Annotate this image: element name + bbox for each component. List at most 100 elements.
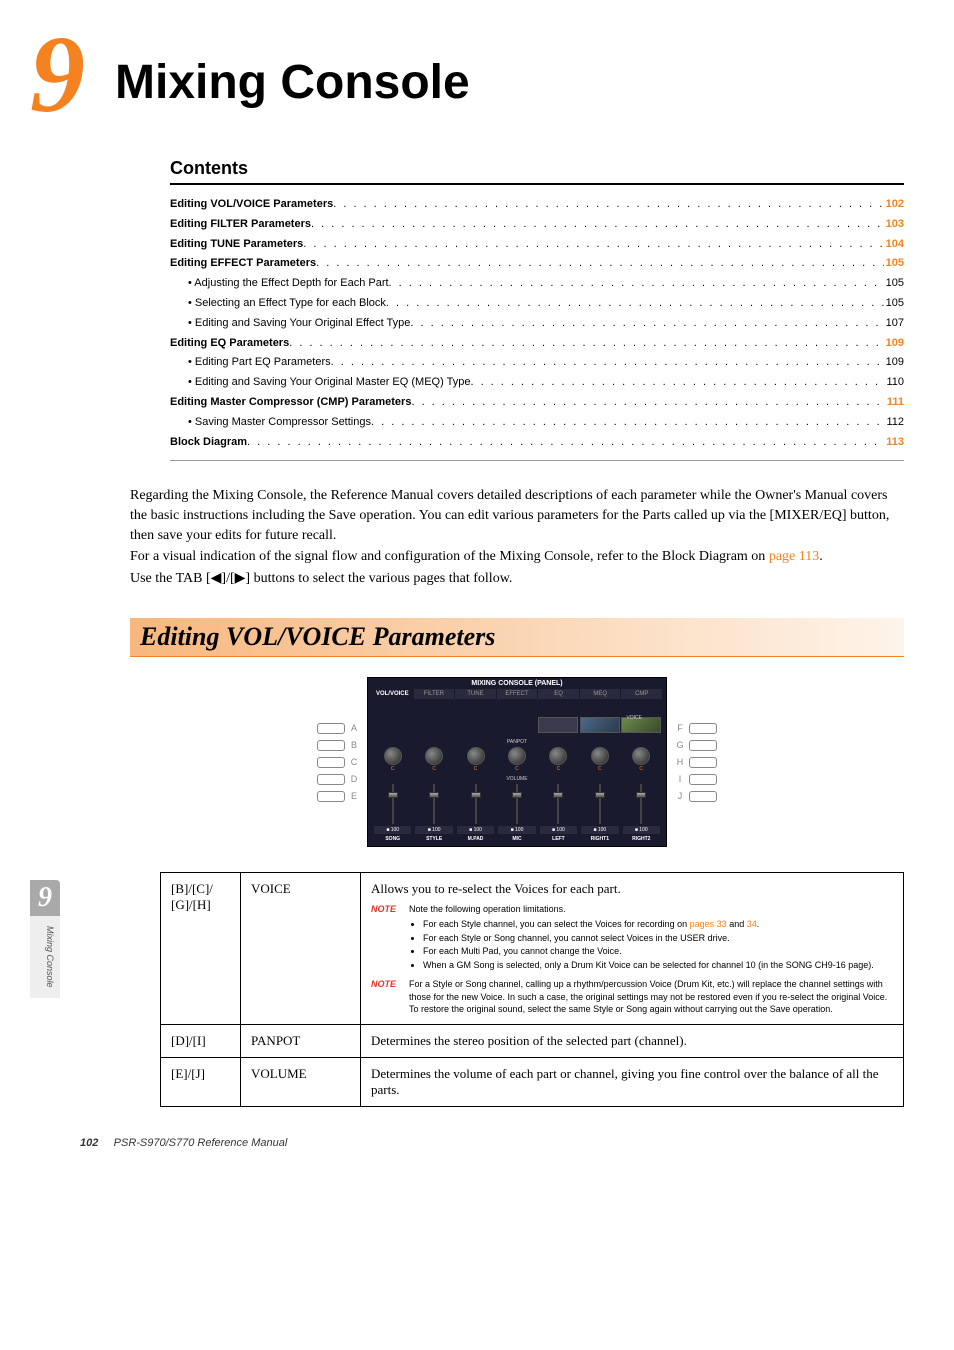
panel-button-label: C — [349, 757, 359, 767]
panel-button[interactable] — [317, 791, 345, 802]
left-button-column: ABCDE — [317, 723, 359, 802]
toc-item[interactable]: Editing EQ Parameters109 — [170, 334, 904, 354]
panel-button-row: C — [317, 757, 359, 768]
screen-figure: ABCDE MIXING CONSOLE (PANEL) VOL/VOICEFI… — [130, 677, 904, 847]
note-block: NOTEFor a Style or Song channel, calling… — [371, 978, 893, 1016]
panel-button[interactable] — [689, 774, 717, 785]
panel-button-row: H — [675, 757, 717, 768]
panpot-knob[interactable] — [467, 747, 485, 765]
side-tab-number: 9 — [30, 880, 60, 916]
screen-tab[interactable]: EFFECT — [497, 689, 538, 699]
screen-tab[interactable]: CMP — [621, 689, 662, 699]
volume-fader[interactable] — [591, 784, 609, 824]
panel-button[interactable] — [317, 740, 345, 751]
intro-text: Regarding the Mixing Console, the Refere… — [130, 486, 904, 588]
panel-button-row: B — [317, 740, 359, 751]
screen-tab[interactable]: VOL/VOICE — [372, 689, 413, 699]
screen-tab[interactable]: TUNE — [455, 689, 496, 699]
screen-title: MIXING CONSOLE (PANEL) — [368, 678, 666, 689]
toc-item[interactable]: Editing VOL/VOICE Parameters102 — [170, 195, 904, 215]
panel-button-label: D — [349, 774, 359, 784]
volume-fader[interactable] — [384, 784, 402, 824]
panel-button[interactable] — [689, 791, 717, 802]
toc-item[interactable]: Editing TUNE Parameters104 — [170, 235, 904, 255]
channel-label: MIC — [496, 836, 537, 842]
panel-button[interactable] — [317, 757, 345, 768]
toc-item[interactable]: • Editing Part EQ Parameters109 — [170, 353, 904, 373]
parameter-table: [B]/[C]/ [G]/[H]VOICEAllows you to re-se… — [160, 872, 904, 1107]
screen-tab[interactable]: EQ — [538, 689, 579, 699]
toc-item[interactable]: Block Diagram113 — [170, 433, 904, 453]
panpot-knob-wrap: C — [508, 747, 526, 772]
screen-tab[interactable]: MEQ — [580, 689, 621, 699]
side-tab-text: Mixing Console — [30, 916, 60, 998]
voice-cell[interactable] — [580, 717, 620, 733]
toc-item[interactable]: • Editing and Saving Your Original Maste… — [170, 373, 904, 393]
button-cell: [E]/[J] — [161, 1058, 241, 1107]
fader-value-row: ■ 100■ 100■ 100■ 100■ 100■ 100■ 100 — [372, 826, 662, 834]
panpot-knob-wrap: C — [467, 747, 485, 772]
lcd-screen: MIXING CONSOLE (PANEL) VOL/VOICEFILTERTU… — [367, 677, 667, 847]
panel-button[interactable] — [689, 740, 717, 751]
panpot-knob[interactable] — [384, 747, 402, 765]
fader-value: ■ 100 — [540, 826, 577, 834]
toc-item[interactable]: Editing EFFECT Parameters105 — [170, 254, 904, 274]
param-cell: PANPOT — [241, 1025, 361, 1058]
chapter-number: 9 — [30, 30, 85, 118]
channel-label: STYLE — [413, 836, 454, 842]
fader-value: ■ 100 — [457, 826, 494, 834]
toc-item[interactable]: Editing Master Compressor (CMP) Paramete… — [170, 393, 904, 413]
panpot-knob[interactable] — [591, 747, 609, 765]
panel-button-label: B — [349, 740, 359, 750]
page-link[interactable]: page 113 — [769, 549, 819, 564]
volume-fader[interactable] — [632, 784, 650, 824]
screen-tab[interactable]: FILTER — [414, 689, 455, 699]
contents-heading: Contents — [170, 158, 904, 185]
panel-button-label: G — [675, 740, 685, 750]
panpot-knob-wrap: C — [384, 747, 402, 772]
param-cell: VOLUME — [241, 1058, 361, 1107]
panpot-knob[interactable] — [632, 747, 650, 765]
panel-button[interactable] — [689, 757, 717, 768]
panel-button[interactable] — [317, 774, 345, 785]
panel-button-row: A — [317, 723, 359, 734]
channel-label: RIGHT1 — [579, 836, 620, 842]
panpot-knob-wrap: C — [549, 747, 567, 772]
desc-cell: Determines the volume of each part or ch… — [361, 1058, 904, 1107]
intro-p1: Regarding the Mixing Console, the Refere… — [130, 486, 904, 545]
button-cell: [D]/[I] — [161, 1025, 241, 1058]
volume-fader[interactable] — [467, 784, 485, 824]
panel-button-label: F — [675, 723, 685, 733]
panpot-knob-wrap: C — [425, 747, 443, 772]
page-link[interactable]: 34 — [747, 919, 757, 929]
volume-fader[interactable] — [549, 784, 567, 824]
voice-row: VOICE — [372, 717, 662, 733]
toc-item[interactable]: • Editing and Saving Your Original Effec… — [170, 314, 904, 334]
panpot-knob-wrap: C — [632, 747, 650, 772]
chapter-title: Mixing Console — [115, 55, 470, 110]
fader-value: ■ 100 — [374, 826, 411, 834]
panpot-label: PANPOT — [372, 739, 662, 745]
toc-item[interactable]: • Saving Master Compressor Settings112 — [170, 413, 904, 433]
voice-cell[interactable] — [538, 717, 578, 733]
page-number: 102 — [80, 1137, 98, 1149]
panpot-knob[interactable] — [508, 747, 526, 765]
volume-fader[interactable] — [508, 784, 526, 824]
desc-cell: Allows you to re-select the Voices for e… — [361, 873, 904, 1025]
panel-button[interactable] — [689, 723, 717, 734]
toc-item[interactable]: • Adjusting the Effect Depth for Each Pa… — [170, 274, 904, 294]
button-cell: [B]/[C]/ [G]/[H] — [161, 873, 241, 1025]
panel-button-label: I — [675, 774, 685, 784]
panpot-knob[interactable] — [549, 747, 567, 765]
toc-item[interactable]: Editing FILTER Parameters103 — [170, 215, 904, 235]
panpot-knob[interactable] — [425, 747, 443, 765]
table-row: [E]/[J]VOLUMEDetermines the volume of ea… — [161, 1058, 904, 1107]
page-link[interactable]: pages 33 — [690, 919, 727, 929]
volume-label: VOLUME — [372, 776, 662, 782]
toc-item[interactable]: • Selecting an Effect Type for each Bloc… — [170, 294, 904, 314]
table-row: [D]/[I]PANPOTDetermines the stereo posit… — [161, 1025, 904, 1058]
panel-button[interactable] — [317, 723, 345, 734]
volume-fader[interactable] — [425, 784, 443, 824]
panel-button-row: I — [675, 774, 717, 785]
toc-list: Editing VOL/VOICE Parameters102Editing F… — [170, 195, 904, 461]
